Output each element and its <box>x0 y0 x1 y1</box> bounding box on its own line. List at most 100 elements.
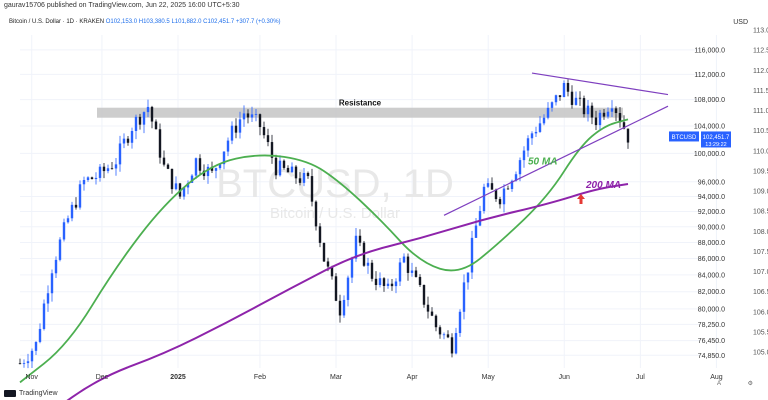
settings-gear-icon[interactable]: ⚙ <box>747 381 753 387</box>
candle-body <box>250 114 254 118</box>
candle-body <box>618 113 622 123</box>
x-tick-label: 2025 <box>170 374 186 381</box>
candle-body <box>558 95 562 98</box>
y-tick-label-scale: 107.5 <box>753 249 768 256</box>
resistance-band <box>97 107 623 118</box>
candle-body <box>390 283 394 287</box>
candle-body <box>274 157 278 176</box>
candle-body <box>494 189 498 200</box>
candle-body <box>338 300 342 316</box>
candle-body <box>90 177 94 180</box>
annotation-labels: Resistance 50 MA 200 MA <box>339 99 621 204</box>
candle-body <box>214 168 218 171</box>
candle-body <box>470 237 474 273</box>
low-value: L101,882.0 <box>171 19 202 25</box>
price-tag-value: 102,451.7 <box>703 135 730 141</box>
currency-label: USD <box>733 19 748 26</box>
candle-body <box>370 262 374 279</box>
candle-body <box>62 222 66 240</box>
candle-body <box>198 158 202 171</box>
y-tick-label-scale: 105.0 <box>753 350 768 357</box>
candle-body <box>94 177 98 180</box>
high-value: H103,380.5 <box>138 19 170 25</box>
candle-body <box>398 262 402 282</box>
candle-body <box>430 311 434 316</box>
candle-body <box>38 328 42 342</box>
axes: Nov Dec 2025 Feb Mar Apr May Jun Jul Aug 116,000.0… <box>25 28 768 382</box>
candle-body <box>102 166 106 172</box>
candle-body <box>378 278 382 286</box>
up-arrow-icon <box>577 193 585 204</box>
y-tick-label-price: 112,000.0 <box>694 72 725 79</box>
candle-body <box>298 178 302 183</box>
y-tick-label-scale: 109.0 <box>753 189 768 196</box>
candle-body <box>518 160 522 175</box>
candle-body <box>134 116 138 131</box>
candle-body <box>202 170 206 177</box>
candle-body <box>550 102 554 108</box>
candle-body <box>66 218 70 223</box>
moving-averages <box>19 118 629 400</box>
candle-body <box>106 168 110 172</box>
candle-body <box>442 334 446 336</box>
chart-grid <box>20 35 717 368</box>
candle-body <box>622 122 626 129</box>
y-tick-label-scale: 113.0 <box>753 28 768 35</box>
price-tag-countdown: 13:29:22 <box>705 142 726 148</box>
candle-body <box>82 180 86 185</box>
candle-body <box>278 160 282 176</box>
auto-scale-button[interactable]: A <box>716 381 721 387</box>
y-tick-label-price: 84,000.0 <box>698 272 725 279</box>
candle-body <box>30 350 34 362</box>
candle-body <box>562 82 566 98</box>
y-tick-label-scale: 106.5 <box>753 289 768 296</box>
triangle-lower-line <box>443 105 669 216</box>
candle-body <box>346 277 350 300</box>
candle-body <box>374 278 378 286</box>
candle-body <box>334 276 338 301</box>
close-value: C102,451.7 <box>203 19 235 25</box>
y-tick-label-price: 94,000.0 <box>698 194 725 201</box>
y-tick-label-scale: 112.5 <box>753 48 768 55</box>
candle-body <box>602 112 606 117</box>
candle-body <box>206 166 210 177</box>
candle-body <box>586 105 590 115</box>
candle-body <box>86 177 90 181</box>
x-tick-label: Apr <box>407 374 419 381</box>
candle-body <box>146 106 150 113</box>
ma200-label: 200 MA <box>585 180 621 191</box>
price-tag[interactable]: BTCUSD 102,451.713:29:22 <box>669 131 731 148</box>
y-tick-label-scale: 107.0 <box>753 269 768 276</box>
candle-body <box>546 107 550 118</box>
candle-body <box>150 106 154 122</box>
candle-body <box>34 341 38 351</box>
candle-body <box>110 168 114 170</box>
watermark-name: Bitcoin / U.S. Dollar <box>270 205 400 222</box>
candle-body <box>578 97 582 99</box>
candle-body <box>426 304 430 312</box>
candle-body <box>122 138 126 144</box>
price-tag-value-bg <box>701 131 731 148</box>
candle-body <box>574 97 578 105</box>
candle-body <box>414 270 418 277</box>
candle-body <box>318 226 322 243</box>
candle-body <box>154 121 158 130</box>
candle-body <box>354 235 358 259</box>
candle-body <box>590 105 594 118</box>
candle-body <box>542 117 546 124</box>
x-tick-label: Mar <box>330 374 343 381</box>
candle-body <box>182 187 186 197</box>
y-tick-label-price: 74,850.0 <box>698 353 725 360</box>
y-tick-label-price: 108,000.0 <box>694 97 725 104</box>
candle-body <box>466 272 470 283</box>
candle-body <box>50 273 54 294</box>
candle-body <box>366 262 370 266</box>
footer: TradingView <box>4 390 58 397</box>
candle-body <box>54 259 58 274</box>
resistance-label: Resistance <box>339 99 382 108</box>
candle-body <box>462 282 466 312</box>
x-tick-label: Feb <box>254 374 266 381</box>
candle-body <box>70 204 74 219</box>
y-tick-label-price: 90,000.0 <box>698 224 725 231</box>
